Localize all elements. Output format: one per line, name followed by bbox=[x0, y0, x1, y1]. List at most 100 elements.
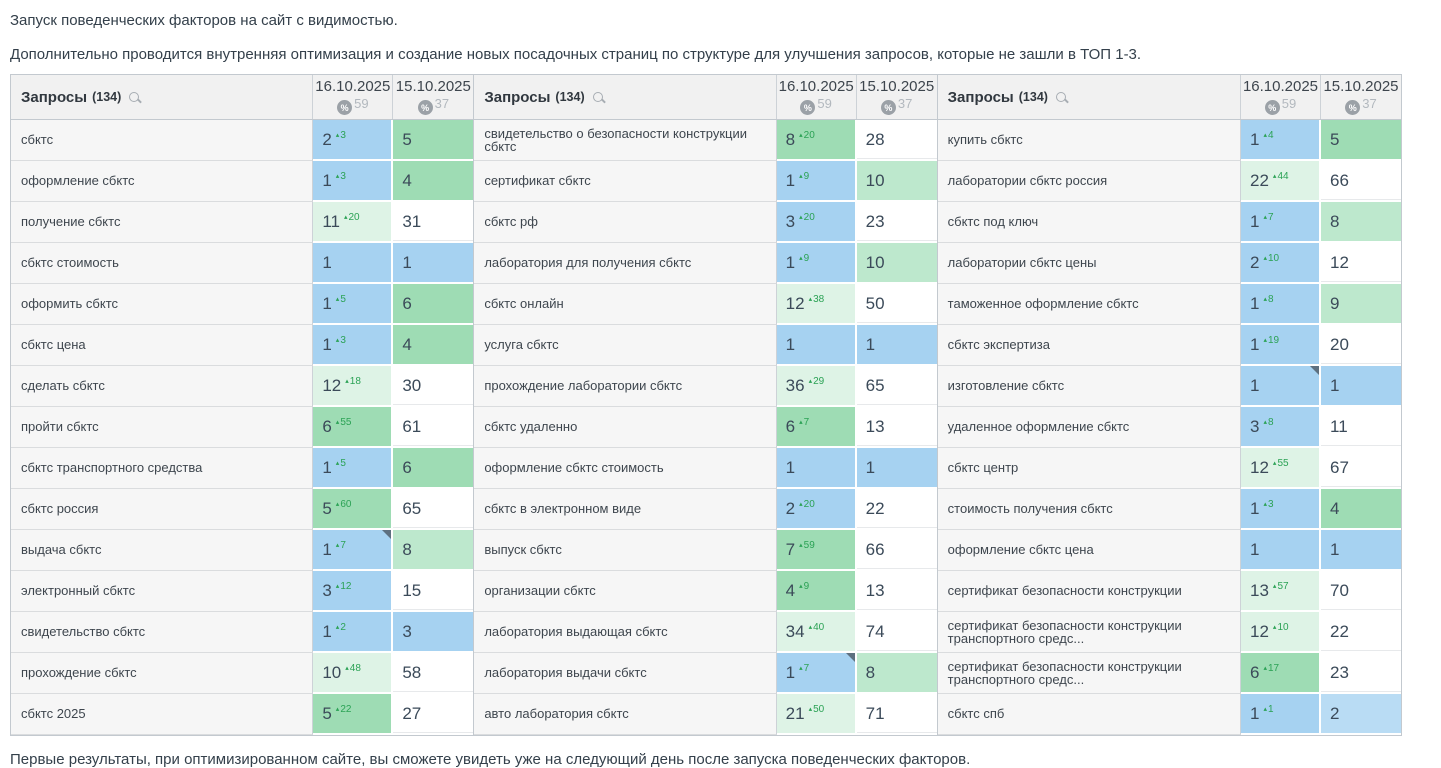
query-cell[interactable]: купить сбктс bbox=[937, 120, 1241, 161]
up-arrow-icon: ▴ bbox=[1263, 213, 1267, 221]
query-cell[interactable]: стоимость получения сбктс bbox=[937, 489, 1241, 530]
position-value: 9 bbox=[1330, 293, 1340, 313]
query-cell[interactable]: выпуск сбктс bbox=[474, 530, 777, 571]
query-cell[interactable]: получение сбктс bbox=[11, 202, 314, 243]
position-value: 67 bbox=[1330, 457, 1349, 477]
query-cell[interactable]: оформить сбктс bbox=[11, 284, 314, 325]
query-cell[interactable]: сбктс цена bbox=[11, 325, 314, 366]
up-arrow-icon: ▴ bbox=[335, 172, 340, 180]
position-cell-date1: 1 ▴3 bbox=[1241, 489, 1321, 530]
query-cell[interactable]: удаленное оформление сбктс bbox=[937, 407, 1241, 448]
query-cell[interactable]: сбктс экспертиза bbox=[937, 325, 1241, 366]
position-value: 1 bbox=[322, 293, 332, 313]
queries-count: (134) bbox=[1018, 90, 1048, 104]
date-column-header-2[interactable]: 15.10.2025 % 37 bbox=[1321, 75, 1401, 119]
query-cell[interactable]: лаборатории сбктс цены bbox=[937, 243, 1241, 284]
position-cell-date2: 2 bbox=[1321, 694, 1401, 735]
query-cell[interactable]: сертификат безопасности конструкции тран… bbox=[937, 653, 1241, 694]
search-icon[interactable] bbox=[129, 92, 140, 102]
queries-column-header[interactable]: Запросы (134) bbox=[938, 75, 1241, 119]
position-cell-date1: 1 ▴3 bbox=[313, 161, 394, 202]
up-arrow-icon: ▴ bbox=[1272, 582, 1277, 590]
position-cell-date2: 67 bbox=[1321, 448, 1401, 489]
up-arrow-icon: ▴ bbox=[345, 664, 349, 672]
query-cell[interactable]: сбктс рф bbox=[474, 202, 777, 243]
query-cell[interactable]: услуга сбктс bbox=[474, 325, 777, 366]
position-cell-date1: 1 ▴7 bbox=[313, 530, 394, 571]
position-value: 1 bbox=[1250, 498, 1260, 518]
query-cell[interactable]: таможенное оформление сбктс bbox=[937, 284, 1241, 325]
position-value: 58 bbox=[402, 662, 422, 682]
query-cell[interactable]: сбктс под ключ bbox=[937, 202, 1241, 243]
date-column-header-2[interactable]: 15.10.2025 % 37 bbox=[857, 75, 937, 119]
percent-icon: % bbox=[417, 100, 433, 115]
query-cell[interactable]: сертификат безопасности конструкции bbox=[937, 571, 1241, 612]
query-cell[interactable]: оформление сбктс стоимость bbox=[474, 448, 777, 489]
query-cell[interactable]: сбктс удаленно bbox=[474, 407, 777, 448]
query-cell[interactable]: сбктс центр bbox=[937, 448, 1241, 489]
search-icon[interactable] bbox=[592, 92, 603, 102]
up-arrow-icon: ▴ bbox=[1263, 295, 1267, 303]
position-cell-date1: 1 ▴7 bbox=[1241, 202, 1321, 243]
query-cell[interactable]: сбктс онлайн bbox=[474, 284, 777, 325]
query-cell[interactable]: организации сбктс bbox=[474, 571, 777, 612]
query-cell[interactable]: прохождение лаборатории сбктс bbox=[474, 366, 777, 407]
query-cell[interactable]: лаборатории сбктс россия bbox=[937, 161, 1241, 202]
position-cell-date2: 65 bbox=[393, 489, 474, 530]
query-cell[interactable]: лаборатория для получения сбктс bbox=[474, 243, 777, 284]
table-row: пройти сбктс 6 ▴55 61 bbox=[11, 407, 474, 448]
query-cell[interactable]: сбктс bbox=[11, 120, 314, 161]
table-row: сертификат безопасности конструкции тран… bbox=[937, 612, 1401, 653]
position-cell-date1: 4 ▴9 bbox=[776, 571, 857, 612]
position-cell-date2: 1 bbox=[393, 243, 474, 284]
date-column-header-1[interactable]: 16.10.2025 % 59 bbox=[313, 75, 394, 119]
query-cell[interactable]: изготовление сбктс bbox=[937, 366, 1241, 407]
search-icon[interactable] bbox=[1055, 92, 1066, 102]
query-cell[interactable]: сделать сбктс bbox=[11, 366, 314, 407]
position-value: 3 bbox=[785, 211, 796, 231]
position-cell-date1: 11 ▴20 bbox=[313, 202, 394, 243]
query-cell[interactable]: сбктс россия bbox=[11, 489, 314, 530]
query-cell[interactable]: сертификат сбктс bbox=[474, 161, 777, 202]
position-value: 10 bbox=[322, 662, 342, 682]
position-delta: ▴19 bbox=[1263, 334, 1280, 346]
queries-label: Запросы bbox=[21, 88, 88, 106]
position-value: 1 bbox=[865, 457, 876, 477]
query-cell[interactable]: выдача сбктс bbox=[11, 530, 314, 571]
position-value: 1 bbox=[322, 539, 332, 559]
query-cell[interactable]: сбктс спб bbox=[937, 694, 1241, 735]
date-column-header-1[interactable]: 16.10.2025 % 59 bbox=[1241, 75, 1321, 119]
query-cell[interactable]: авто лаборатория сбктс bbox=[474, 694, 777, 735]
position-value: 28 bbox=[865, 129, 885, 149]
date-column-header-2[interactable]: 15.10.2025 % 37 bbox=[393, 75, 473, 119]
query-cell[interactable]: оформление сбктс цена bbox=[937, 530, 1241, 571]
date-column-header-1[interactable]: 16.10.2025 % 59 bbox=[777, 75, 857, 119]
up-arrow-icon: ▴ bbox=[335, 336, 340, 344]
query-cell[interactable]: сбктс 2025 bbox=[11, 694, 314, 735]
query-cell[interactable]: пройти сбктс bbox=[11, 407, 314, 448]
queries-column-header[interactable]: Запросы (134) bbox=[474, 75, 777, 119]
queries-count: (134) bbox=[92, 90, 122, 104]
table-row: оформить сбктс 1 ▴5 6 bbox=[11, 284, 474, 325]
position-value: 65 bbox=[865, 375, 885, 395]
position-value: 1 bbox=[1250, 703, 1260, 723]
queries-column-header[interactable]: Запросы (134) bbox=[11, 75, 314, 119]
position-cell-date2: 66 bbox=[1321, 161, 1401, 202]
query-cell[interactable]: оформление сбктс bbox=[11, 161, 314, 202]
query-cell[interactable]: сбктс в электронном виде bbox=[474, 489, 777, 530]
position-value: 1 bbox=[1250, 211, 1260, 231]
query-cell[interactable]: сбктс транспортного средства bbox=[11, 448, 314, 489]
intro-line-1: Запуск поведенческих факторов на сайт с … bbox=[10, 12, 398, 29]
query-cell[interactable]: свидетельство о безопасности конструкции… bbox=[474, 120, 777, 161]
query-cell[interactable]: лаборатория выдающая сбктс bbox=[474, 612, 777, 653]
position-value: 4 bbox=[785, 580, 796, 600]
query-cell[interactable]: прохождение сбктс bbox=[11, 653, 314, 694]
query-cell[interactable]: сбктс стоимость bbox=[11, 243, 314, 284]
query-cell[interactable]: сертификат безопасности конструкции тран… bbox=[937, 612, 1241, 653]
query-cell[interactable]: лаборатория выдачи сбктс bbox=[474, 653, 777, 694]
position-value: 1 bbox=[322, 170, 332, 190]
position-cell-date1: 10 ▴48 bbox=[313, 653, 394, 694]
up-arrow-icon: ▴ bbox=[799, 254, 803, 262]
query-cell[interactable]: электронный сбктс bbox=[11, 571, 314, 612]
query-cell[interactable]: свидетельство сбктс bbox=[11, 612, 314, 653]
